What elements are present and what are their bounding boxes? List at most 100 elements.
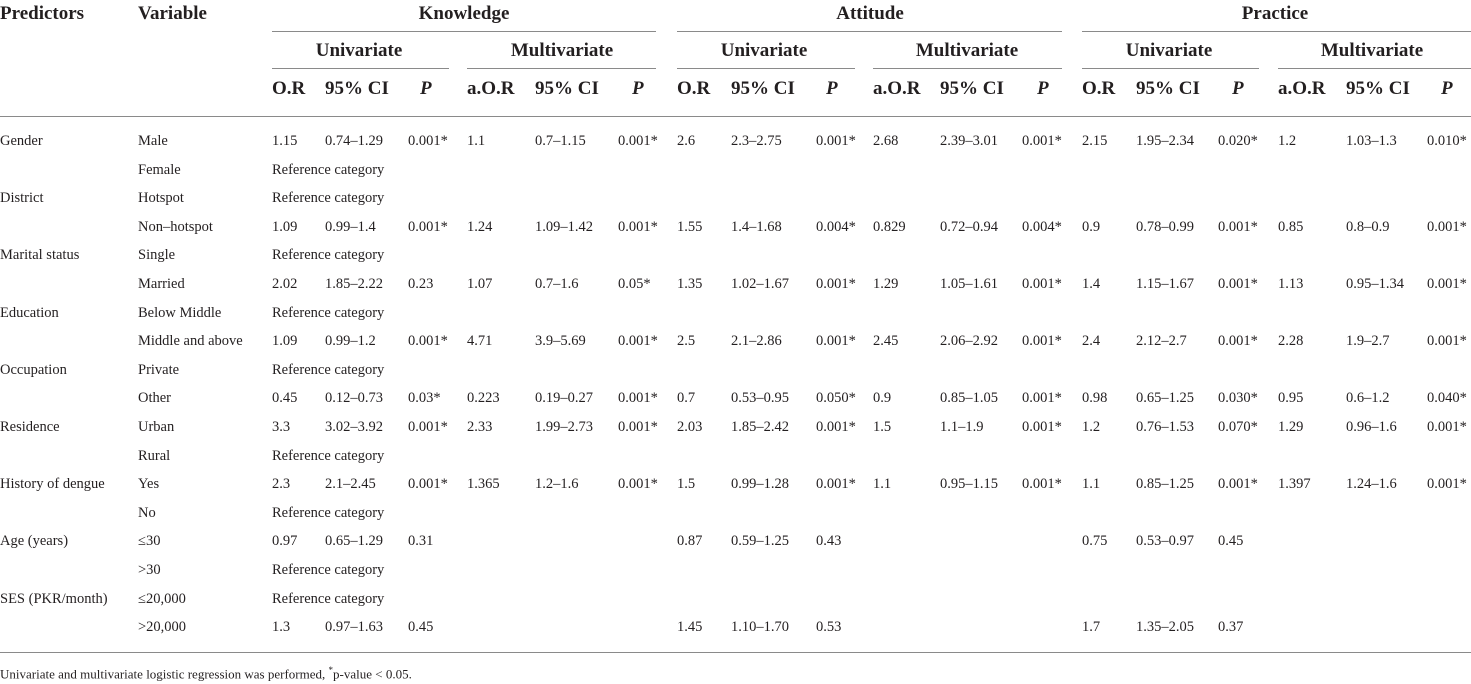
table-cell: 0.53–0.97 xyxy=(1136,533,1194,549)
header-variable: Variable xyxy=(138,3,207,24)
table-cell: 0.001* xyxy=(1218,219,1258,235)
table-cell: 1.2 xyxy=(1082,419,1101,435)
table-cell: 0.43 xyxy=(816,533,842,549)
col-k-mp: P xyxy=(632,78,644,99)
table-cell: 0.001* xyxy=(618,390,658,406)
table-cell: 0.99–1.2 xyxy=(325,333,376,349)
table-cell: 0.004* xyxy=(1022,219,1062,235)
table-cell: 0.030* xyxy=(1218,390,1258,406)
table-cell: 0.65–1.29 xyxy=(325,533,383,549)
reference-category: Reference category xyxy=(272,247,385,263)
table-cell: 1.99–2.73 xyxy=(535,419,593,435)
practice-rule xyxy=(1082,31,1471,32)
table-cell: 1.29 xyxy=(1278,419,1304,435)
table-cell: 0.45 xyxy=(408,619,434,635)
table-cell: 1.13 xyxy=(1278,276,1304,292)
table-cell: 2.12–2.7 xyxy=(1136,333,1187,349)
table-cell: 0.001* xyxy=(408,219,448,235)
table-cell: 0.001* xyxy=(1022,476,1062,492)
table-cell: 0.85 xyxy=(1278,219,1304,235)
table-cell: 1.1 xyxy=(1082,476,1101,492)
table-cell: 1.24–1.6 xyxy=(1346,476,1397,492)
table-cell: 2.15 xyxy=(1082,133,1108,149)
table-cell: 0.001* xyxy=(408,333,448,349)
table-cell: 0.001* xyxy=(1427,333,1467,349)
table-cell: 1.09–1.42 xyxy=(535,219,593,235)
table-cell: 0.001* xyxy=(618,419,658,435)
row-predictor: Education xyxy=(0,305,59,321)
row-variable: Hotspot xyxy=(138,190,184,206)
table-cell: 2.28 xyxy=(1278,333,1304,349)
footnote-text: Univariate and multivariate logistic reg… xyxy=(0,666,329,682)
table-cell: 0.8–0.9 xyxy=(1346,219,1390,235)
table-cell: 0.99–1.4 xyxy=(325,219,376,235)
row-variable: Married xyxy=(138,276,185,292)
table-cell: 1.4–1.68 xyxy=(731,219,782,235)
table-cell: 1.09 xyxy=(272,219,298,235)
reference-category: Reference category xyxy=(272,505,385,521)
col-a-or: O.R xyxy=(677,78,711,99)
header-practice: Practice xyxy=(1241,3,1309,24)
table-cell: 1.02–1.67 xyxy=(731,276,789,292)
reference-category: Reference category xyxy=(272,190,385,206)
table-cell: 0.59–1.25 xyxy=(731,533,789,549)
table-cell: 0.7 xyxy=(677,390,696,406)
table-cell: 0.001* xyxy=(816,476,856,492)
table-cell: 1.9–2.7 xyxy=(1346,333,1390,349)
header-a-univariate: Univariate xyxy=(720,40,808,61)
row-variable: Private xyxy=(138,362,180,378)
reference-category: Reference category xyxy=(272,591,385,607)
table-cell: 0.004* xyxy=(816,219,856,235)
table-cell: 0.001* xyxy=(1218,476,1258,492)
col-p-p: P xyxy=(1232,78,1244,99)
header-k-univariate: Univariate xyxy=(315,40,403,61)
table-cell: 1.7 xyxy=(1082,619,1101,635)
table-cell: 2.4 xyxy=(1082,333,1101,349)
table-cell: 0.97–1.63 xyxy=(325,619,383,635)
table-cell: 0.37 xyxy=(1218,619,1244,635)
row-predictor: Residence xyxy=(0,419,60,435)
table-cell: 4.71 xyxy=(467,333,493,349)
table-cell: 2.33 xyxy=(467,419,493,435)
reference-category: Reference category xyxy=(272,162,385,178)
table-cell: 0.829 xyxy=(873,219,906,235)
table-cell: 1.35–2.05 xyxy=(1136,619,1194,635)
col-k-mci: 95% CI xyxy=(535,78,599,99)
table-footnote: Univariate and multivariate logistic reg… xyxy=(0,666,412,682)
attitude-rule xyxy=(677,31,1062,32)
table-cell: 0.98 xyxy=(1082,390,1108,406)
table-cell: 0.45 xyxy=(1218,533,1244,549)
table-cell: 1.95–2.34 xyxy=(1136,133,1194,149)
col-a-mp: P xyxy=(1037,78,1049,99)
table-cell: 0.001* xyxy=(1218,276,1258,292)
table-cell: 0.001* xyxy=(1218,333,1258,349)
table-bottom-rule xyxy=(0,652,1471,653)
table-cell: 1.29 xyxy=(873,276,899,292)
table-cell: 0.31 xyxy=(408,533,434,549)
header-knowledge: Knowledge xyxy=(418,3,510,24)
knowledge-rule xyxy=(272,31,656,32)
table-cell: 1.1 xyxy=(467,133,486,149)
table-cell: 3.02–3.92 xyxy=(325,419,383,435)
header-p-multivariate: Multivariate xyxy=(1320,40,1424,61)
header-p-univariate: Univariate xyxy=(1125,40,1213,61)
table-cell: 0.45 xyxy=(272,390,298,406)
a-univariate-rule xyxy=(677,68,855,69)
table-cell: 0.74–1.29 xyxy=(325,133,383,149)
table-cell: 0.6–1.2 xyxy=(1346,390,1390,406)
table-cell: 1.4 xyxy=(1082,276,1101,292)
table-cell: 0.78–0.99 xyxy=(1136,219,1194,235)
row-variable: ≤20,000 xyxy=(138,591,186,607)
table-cell: 0.65–1.25 xyxy=(1136,390,1194,406)
table-cell: 0.001* xyxy=(816,276,856,292)
table-cell: 0.72–0.94 xyxy=(940,219,998,235)
col-a-mci: 95% CI xyxy=(940,78,1004,99)
p-multivariate-rule xyxy=(1278,68,1471,69)
row-variable: Yes xyxy=(138,476,160,492)
table-cell: 2.02 xyxy=(272,276,298,292)
table-cell: 0.001* xyxy=(1022,333,1062,349)
table-cell: 2.68 xyxy=(873,133,899,149)
row-variable: Non–hotspot xyxy=(138,219,213,235)
table-cell: 0.97 xyxy=(272,533,298,549)
